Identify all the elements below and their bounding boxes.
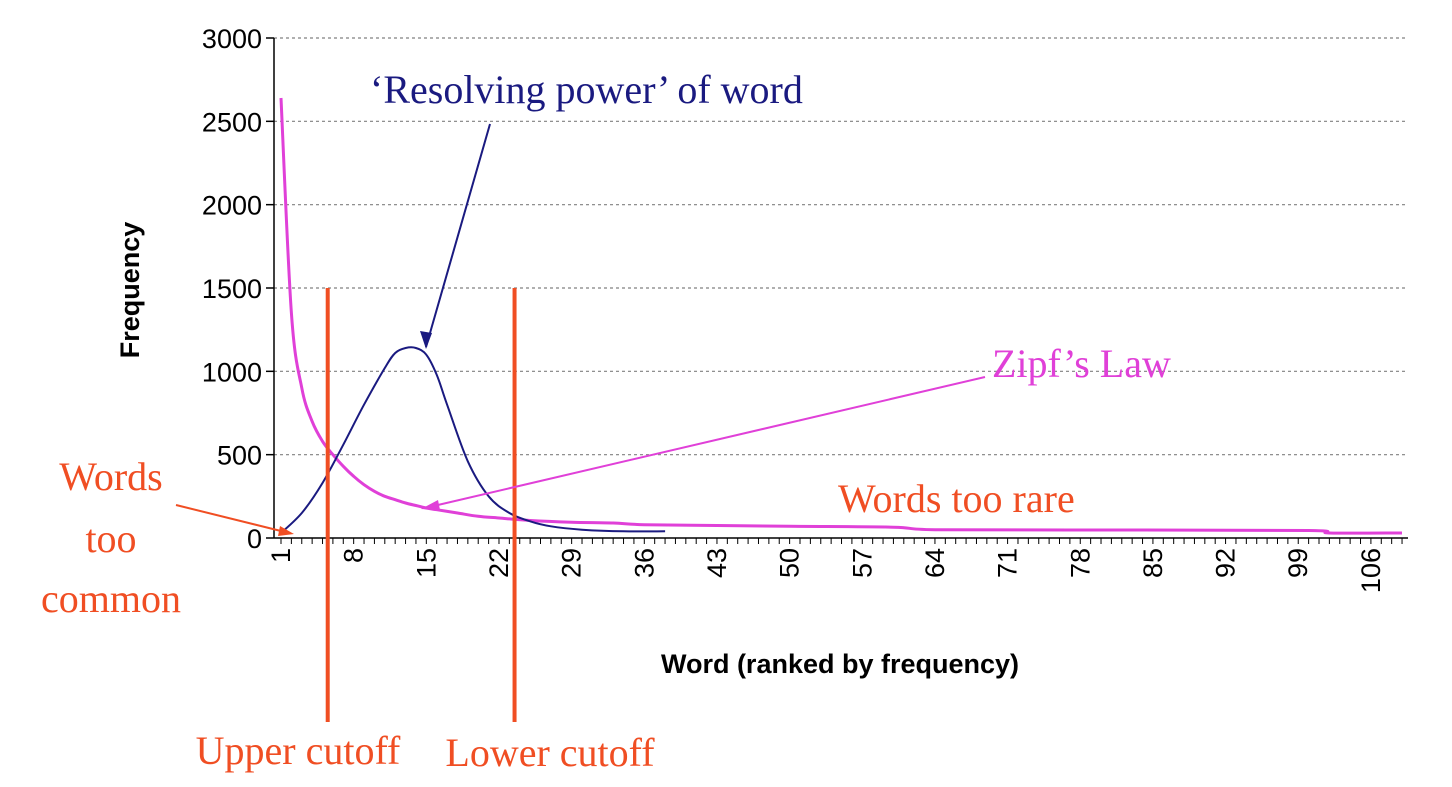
too-rare-label: Words too rare	[838, 476, 1075, 521]
x-tick-label-36: 36	[629, 548, 659, 578]
upper-cutoff-label: Upper cutoff	[196, 728, 401, 773]
y-tick-label-500: 500	[217, 441, 262, 471]
y-tick-label-1000: 1000	[202, 357, 262, 387]
x-tick-label-22: 22	[484, 548, 514, 578]
too-common-label-line1: Words	[59, 454, 162, 499]
x-tick-label-50: 50	[775, 548, 805, 578]
zipf-label: Zipf’s Law	[992, 341, 1171, 386]
zipf-arrowhead	[421, 500, 440, 510]
x-tick-label-8: 8	[339, 548, 369, 563]
x-tick-label-64: 64	[920, 548, 950, 578]
too-common-arrowhead	[278, 526, 294, 536]
y-tick-label-2000: 2000	[202, 191, 262, 221]
zipf-arrow	[424, 376, 986, 509]
y-tick-label-1500: 1500	[202, 274, 262, 304]
x-tick-label-99: 99	[1283, 548, 1313, 578]
x-tick-label-15: 15	[411, 548, 441, 578]
x-tick-label-1: 1	[266, 548, 296, 563]
x-tick-label-106: 106	[1356, 548, 1386, 593]
x-tick-label-78: 78	[1065, 548, 1095, 578]
resolving-power-label: ‘Resolving power’ of word	[370, 67, 803, 112]
x-tick-label-29: 29	[557, 548, 587, 578]
y-tick-label-3000: 3000	[202, 24, 262, 54]
resolving-power-arrow	[425, 123, 491, 348]
too-common-label-line2: too	[85, 516, 136, 561]
x-tick-label-43: 43	[702, 548, 732, 578]
x-tick-label-71: 71	[993, 548, 1023, 578]
y-tick-labels: 0 500 1000 1500 2000 2500 3000	[202, 24, 262, 554]
x-tick-label-85: 85	[1138, 548, 1168, 578]
axes	[266, 37, 1408, 544]
resolving-power-arrowhead	[420, 331, 432, 349]
lower-cutoff-label: Lower cutoff	[445, 730, 655, 775]
y-axis-title: Frequency	[115, 222, 145, 359]
x-tick-label-57: 57	[847, 548, 877, 578]
resolving-power-curve	[280, 346, 666, 534]
gridlines	[274, 37, 1408, 456]
y-tick-label-2500: 2500	[202, 107, 262, 137]
too-common-label-line3: common	[41, 576, 181, 621]
y-tick-label-0: 0	[247, 524, 262, 554]
cutoff-lines	[325, 288, 517, 722]
x-tick-label-92: 92	[1211, 548, 1241, 578]
x-tick-labels: 1 8 15 22 29 36 43 50 57 64 71 78 85 92 99 106	[266, 548, 1386, 593]
too-common-arrow	[175, 504, 290, 534]
x-axis-title: Word (ranked by frequency)	[661, 649, 1019, 679]
zipf-law-curve	[279, 97, 1403, 535]
series	[279, 97, 1403, 535]
